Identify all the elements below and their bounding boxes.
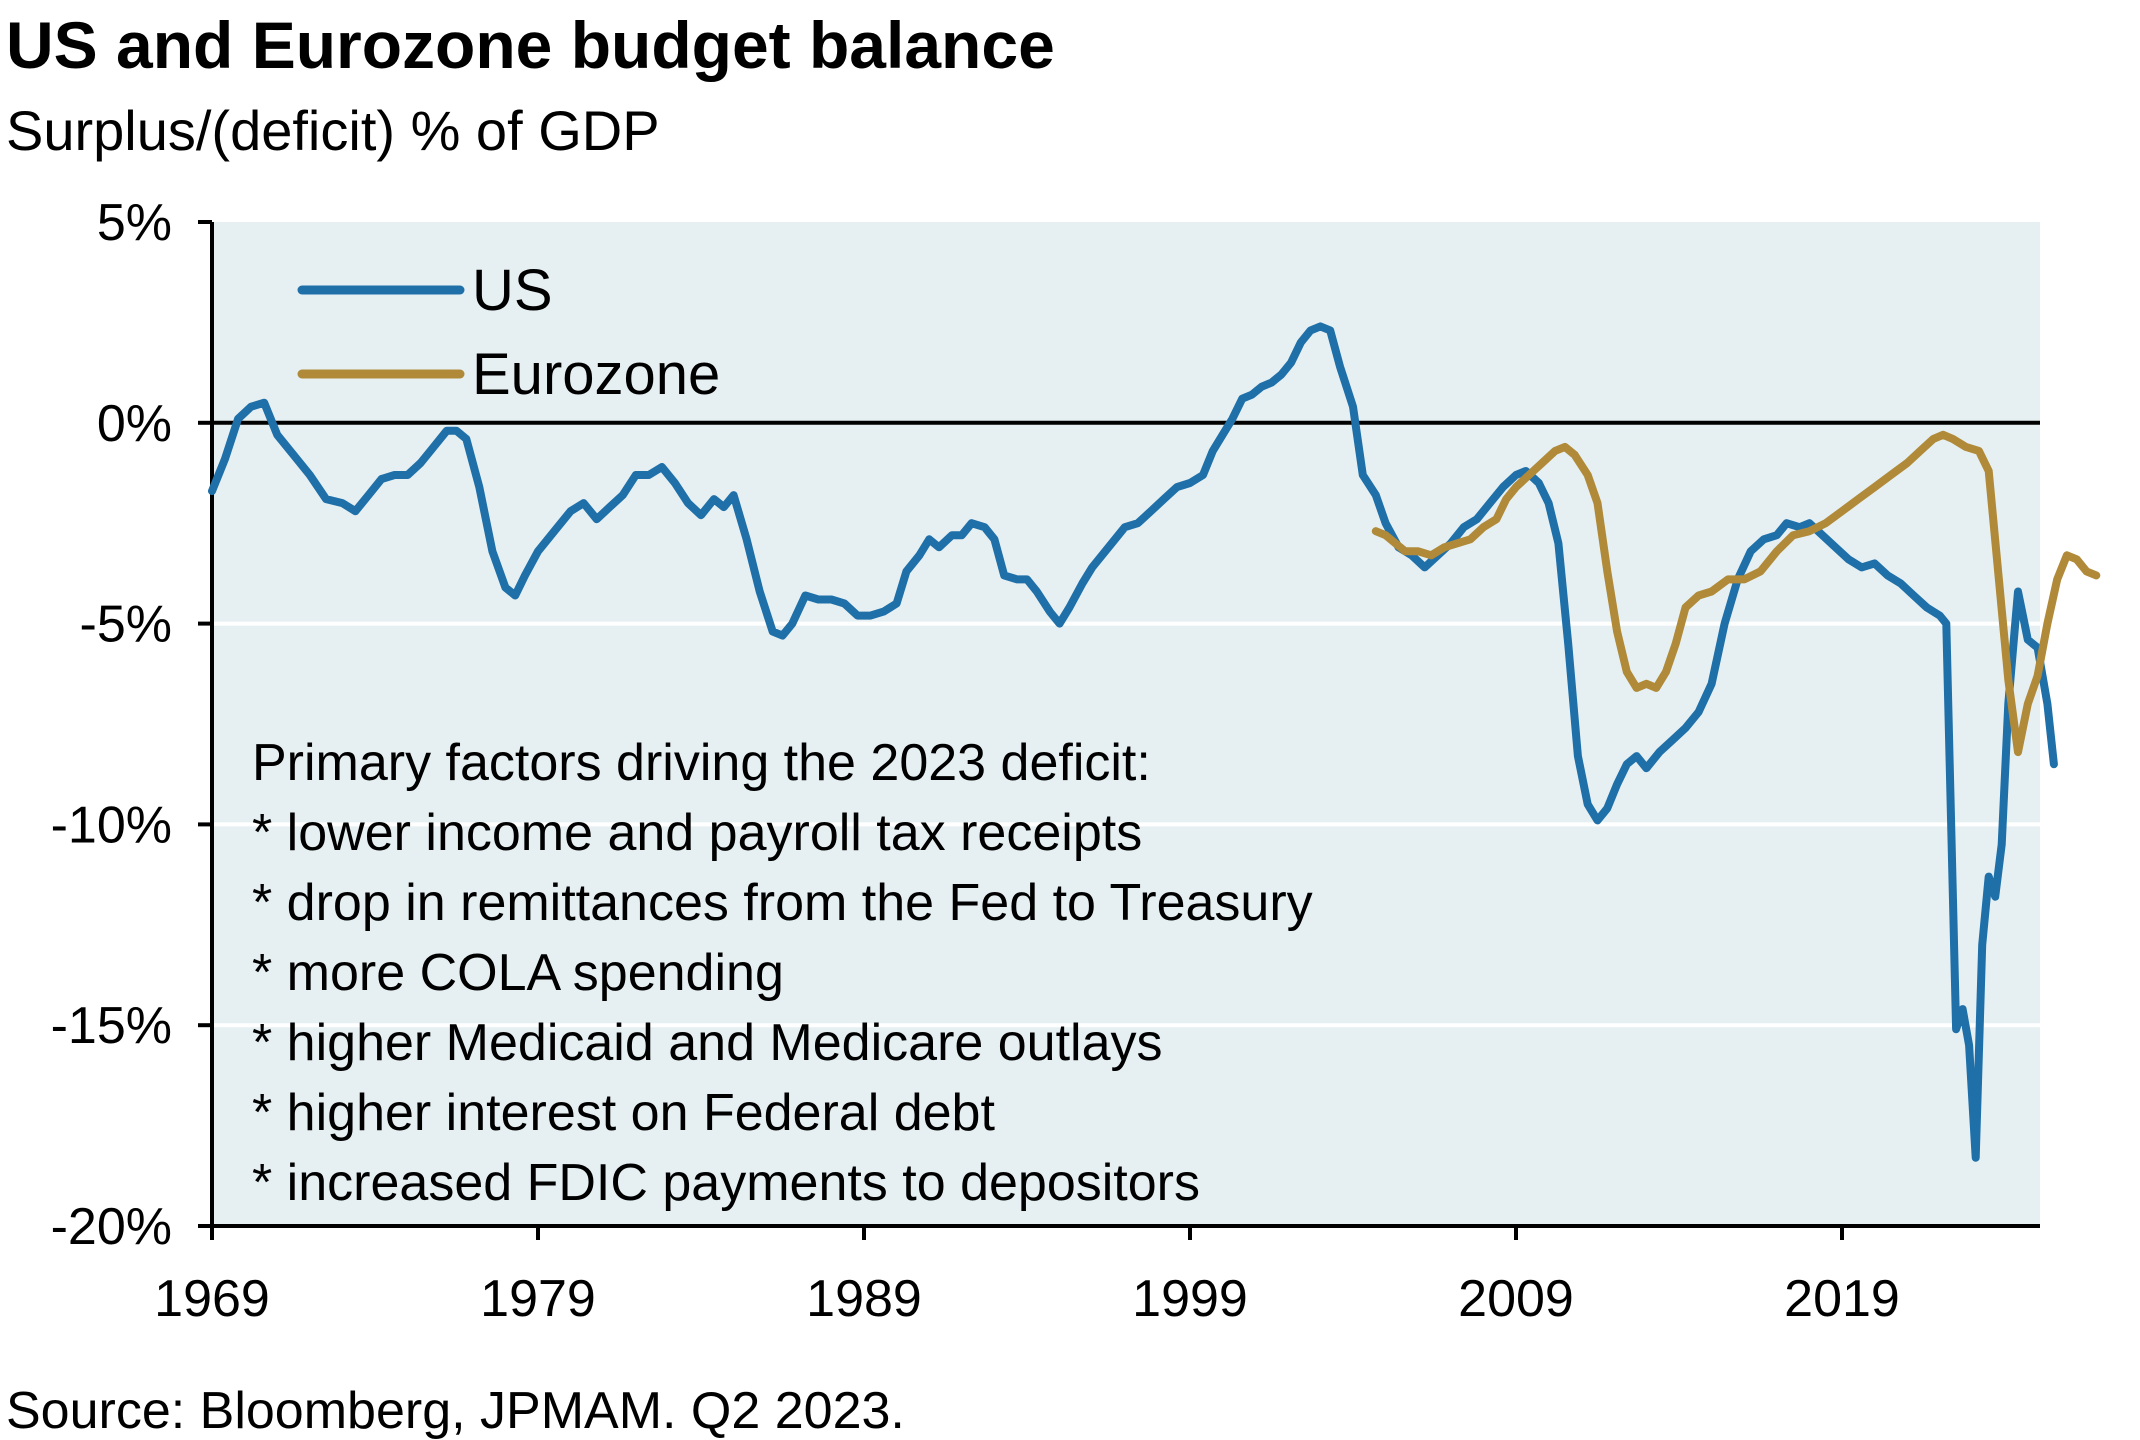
y-tick-label: -20% bbox=[51, 1198, 172, 1256]
chart-subtitle: Surplus/(deficit) % of GDP bbox=[6, 99, 660, 162]
y-tick-label: -5% bbox=[80, 596, 172, 654]
y-tick-label: -10% bbox=[51, 796, 172, 854]
annotation-line: * higher interest on Federal debt bbox=[252, 1084, 995, 1142]
legend-label-eurozone: Eurozone bbox=[472, 342, 720, 407]
x-tick-label: 1979 bbox=[480, 1270, 596, 1328]
plot-area bbox=[212, 222, 2040, 1226]
x-axis-ticks: 1969 1979 1989 1999 2009 2019 bbox=[154, 1226, 1900, 1328]
x-tick-label: 1989 bbox=[806, 1270, 922, 1328]
gridlines bbox=[212, 621, 2040, 1028]
x-tick-label: 1969 bbox=[154, 1270, 270, 1328]
series-lines bbox=[208, 322, 2101, 1162]
y-tick-label: 0% bbox=[97, 395, 172, 453]
y-tick-label: -15% bbox=[51, 997, 172, 1055]
chart-title: US and Eurozone budget balance bbox=[6, 8, 1055, 82]
series-line-eurozone bbox=[1371, 430, 2101, 757]
series-line-us bbox=[208, 322, 2058, 1162]
annotation-line: * lower income and payroll tax receipts bbox=[252, 804, 1142, 862]
x-tick-label: 2019 bbox=[1784, 1270, 1900, 1328]
x-tick-label: 2009 bbox=[1458, 1270, 1574, 1328]
annotation-line: * more COLA spending bbox=[252, 944, 784, 1002]
legend-label-us: US bbox=[472, 258, 553, 323]
legend: US Eurozone bbox=[297, 258, 720, 407]
x-tick-label: 1999 bbox=[1132, 1270, 1248, 1328]
annotation-line: * higher Medicaid and Medicare outlays bbox=[252, 1014, 1163, 1072]
annotation-line: * increased FDIC payments to depositors bbox=[252, 1154, 1200, 1212]
annotation-line: Primary factors driving the 2023 deficit… bbox=[252, 734, 1151, 792]
source-note: Source: Bloomberg, JPMAM. Q2 2023. bbox=[6, 1382, 905, 1440]
annotation-line: * drop in remittances from the Fed to Tr… bbox=[252, 874, 1313, 932]
annotation-box: Primary factors driving the 2023 deficit… bbox=[252, 734, 1313, 1212]
axes bbox=[210, 222, 2040, 1228]
y-tick-label: 5% bbox=[97, 194, 172, 252]
y-axis-ticks: 5% 0% -5% -10% -15% -20% bbox=[51, 194, 212, 1256]
